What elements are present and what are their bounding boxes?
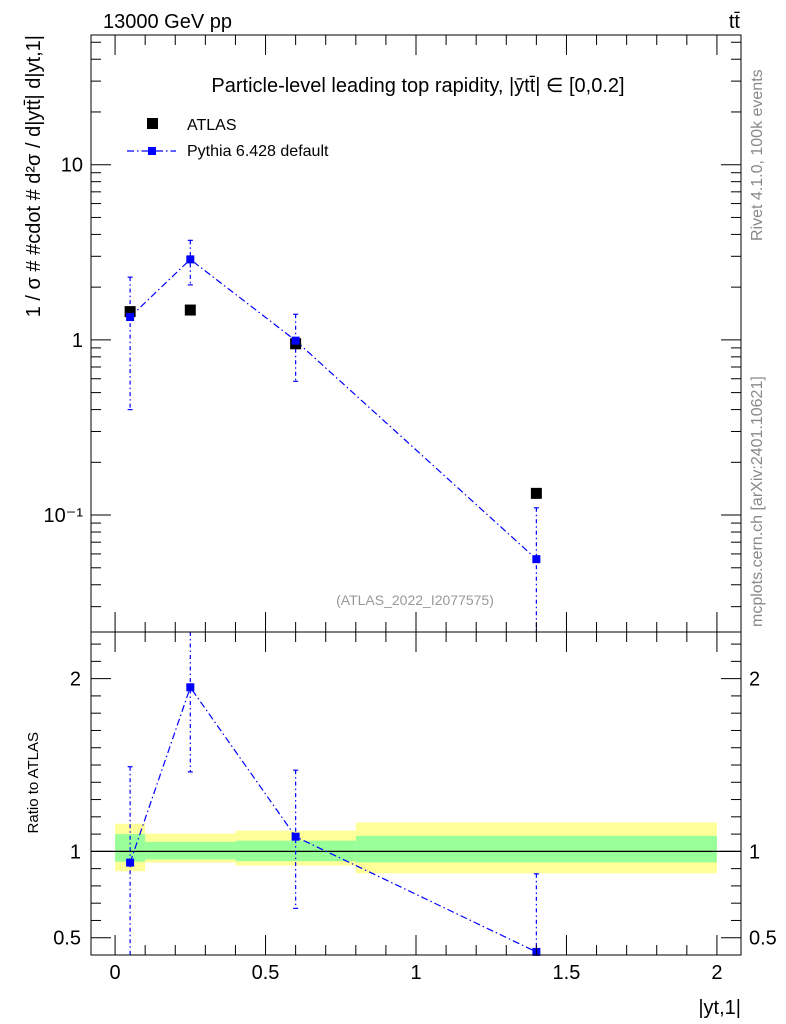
ratio-plot-area [91, 632, 741, 956]
ratio-y-tick-label-left: 2 [70, 669, 81, 691]
main-y-ticks: 10⁻¹ 1 10 [44, 41, 741, 608]
legend-pythia-label: Pythia 6.428 default [187, 143, 329, 160]
ratio-y-tick-label-right: 0.5 [749, 928, 777, 950]
x-tick-label: 2 [711, 962, 722, 984]
ratio-series-line [129, 685, 537, 953]
mc-data-point [126, 313, 135, 322]
ratio-y-tick-label-right: 1 [749, 841, 760, 863]
ratio-band-inner [145, 841, 236, 860]
legend-entry-atlas: ATLAS [147, 117, 237, 134]
mc-data-point [532, 555, 541, 564]
main-x-ticks [114, 35, 718, 632]
reference-annotation: (ATLAS_2022_I2077575) [336, 592, 494, 608]
ratio-data-point [291, 832, 300, 841]
atlas-data-point [530, 487, 542, 499]
ratio-panel-frame [90, 631, 742, 956]
x-tick-label: 1 [410, 962, 421, 984]
ratio-data-point [186, 683, 195, 692]
ratio-y-tick-label-left: 0.5 [53, 928, 81, 950]
legend-entry-pythia: Pythia 6.428 default [127, 143, 329, 160]
x-tick-label: 0.5 [252, 962, 280, 984]
main-title: Particle-level leading top rapidity, |ȳ… [211, 75, 624, 97]
header-left-label: 13000 GeV pp [103, 11, 232, 33]
x-tick-label: 0 [110, 962, 121, 984]
mc-data-point [291, 336, 300, 345]
atlas-data-point [124, 306, 136, 318]
mc-series-line [129, 258, 537, 560]
legend-pythia-marker [148, 147, 156, 155]
header-right-label: tt̄ [729, 11, 741, 33]
ratio-panel: 0.5 0.5 1 1 2 2 0 0.5 1 1.5 2 Ratio to ATLAS |yt,… [25, 631, 777, 1019]
legend-atlas-label: ATLAS [187, 117, 237, 134]
rivet-side-label: Rivet 4.1.0, 100k events [749, 69, 766, 241]
main-y-tick-label: 10⁻¹ [44, 505, 84, 527]
main-y-tick-label: 1 [72, 330, 83, 352]
ratio-y-ticks: 0.5 0.5 1 1 2 2 [53, 643, 777, 956]
x-axis-label: |yt,1| [698, 997, 741, 1019]
ratio-y-tick-label-right: 2 [749, 669, 760, 691]
legend-atlas-marker [147, 118, 158, 129]
atlas-data-point [184, 304, 196, 316]
ratio-data-point [126, 858, 135, 867]
main-plot-area [124, 239, 542, 632]
ratio-band-inner [355, 835, 717, 863]
x-tick-label: 1.5 [553, 962, 581, 984]
main-y-axis-label: 1 / σ # #cdot # d²σ / d|ytt̄| d|yt,1| [23, 35, 45, 317]
mcplots-side-label: mcplots.cern.ch [arXiv:2401.10621] [749, 376, 766, 627]
mc-data-point [186, 255, 195, 264]
main-panel: 10⁻¹ 1 10 Particle-level leading top rapid… [23, 34, 742, 633]
ratio-y-axis-label: Ratio to ATLAS [25, 732, 42, 833]
ratio-x-ticks: 0 0.5 1 1.5 2 [110, 632, 722, 984]
main-y-tick-label: 10 [61, 155, 83, 177]
ratio-y-tick-label-left: 1 [70, 841, 81, 863]
legend: ATLAS Pythia 6.428 default [127, 117, 329, 160]
